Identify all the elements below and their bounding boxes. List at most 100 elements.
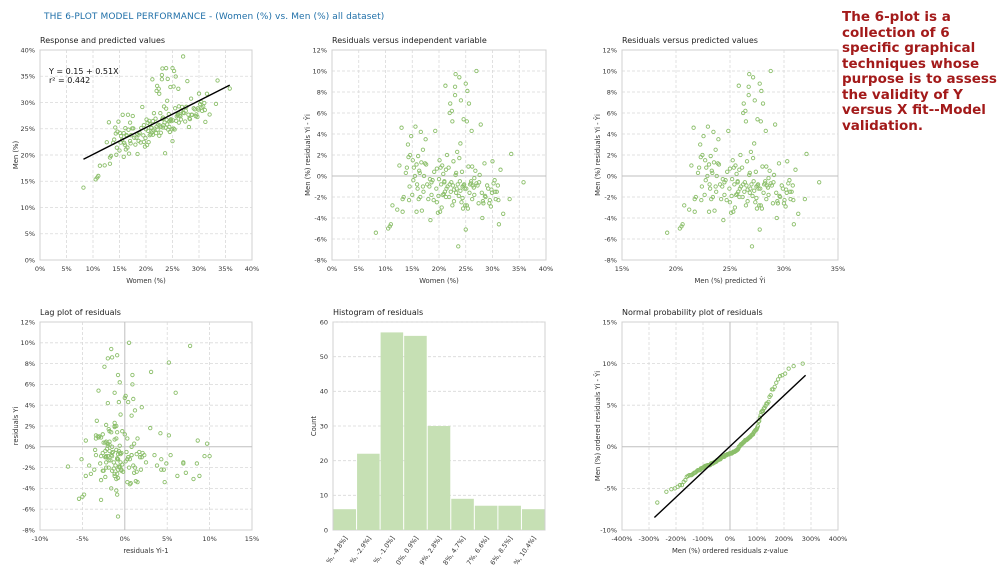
data-point	[468, 179, 474, 184]
data-point	[733, 192, 739, 198]
data-point	[727, 186, 732, 191]
data-point	[419, 208, 425, 213]
data-point	[120, 429, 125, 434]
x-tick-label: -100%	[693, 535, 714, 543]
data-point	[480, 215, 485, 221]
data-point	[187, 343, 193, 349]
data-point	[774, 380, 779, 385]
data-point	[202, 100, 207, 106]
y-tick-label: 15%	[603, 318, 617, 326]
data-point	[742, 180, 747, 185]
data-point	[117, 443, 122, 448]
data-point	[199, 105, 204, 110]
data-point	[732, 205, 738, 210]
data-point	[418, 194, 423, 200]
data-point	[698, 142, 703, 147]
data-point	[453, 72, 458, 77]
data-point	[83, 438, 88, 443]
y-tick-label: -4%	[604, 214, 617, 222]
data-point	[433, 128, 438, 134]
data-point	[168, 117, 173, 123]
x-tick-label: 10%	[202, 535, 216, 543]
data-point	[160, 66, 165, 71]
data-point	[817, 180, 822, 185]
data-point	[94, 418, 99, 423]
data-point	[461, 183, 466, 188]
data-point	[145, 128, 151, 133]
data-point	[165, 98, 170, 103]
x-tick-label: 10%	[378, 265, 392, 273]
y-tick-label: 6%	[607, 109, 617, 117]
x-tick-label: 0%	[327, 265, 337, 273]
data-point	[714, 173, 719, 179]
data-point	[760, 164, 765, 169]
data-point	[458, 188, 463, 193]
bin-label: 0%, 0.9%]	[394, 535, 420, 565]
data-point	[115, 471, 120, 476]
data-point	[793, 167, 798, 172]
data-point	[415, 186, 420, 191]
data-point	[185, 78, 190, 84]
data-point	[388, 222, 393, 227]
data-point	[130, 372, 135, 378]
x-tick-label: 15%	[245, 535, 259, 543]
data-point	[787, 189, 793, 194]
data-point	[175, 473, 180, 479]
data-point	[411, 178, 416, 183]
data-point	[467, 190, 472, 195]
x-tick-label: 15%	[615, 265, 629, 273]
data-point	[126, 455, 131, 460]
data-point	[473, 168, 478, 173]
data-point	[756, 203, 762, 208]
data-point	[143, 135, 148, 141]
data-point	[397, 163, 402, 168]
data-point	[426, 196, 431, 202]
data-point	[440, 163, 445, 168]
data-point	[757, 227, 762, 232]
data-point	[404, 165, 410, 170]
data-point	[746, 93, 751, 98]
data-point	[130, 113, 135, 119]
data-point	[750, 193, 755, 199]
data-point	[175, 112, 180, 117]
data-point	[401, 194, 406, 200]
y-tick-label: -10%	[600, 526, 617, 534]
data-point	[373, 230, 379, 235]
data-point	[414, 182, 420, 187]
data-point	[736, 83, 741, 88]
data-point	[419, 160, 424, 165]
data-point	[158, 431, 163, 436]
data-point	[115, 514, 121, 519]
data-point	[437, 209, 443, 214]
data-point	[705, 124, 711, 129]
data-point	[137, 455, 143, 460]
data-point	[103, 455, 108, 460]
data-point	[469, 128, 474, 134]
x-tick-label: 15%	[112, 265, 126, 273]
data-point	[195, 106, 201, 111]
bin-label: 9%, 2.8%]	[418, 535, 444, 565]
data-point	[436, 193, 441, 199]
data-point	[202, 107, 207, 113]
data-point	[475, 183, 480, 188]
x-tick-label: 300%	[802, 535, 821, 543]
data-point	[173, 390, 178, 395]
x-tick-label: 35%	[218, 265, 232, 273]
data-point	[427, 184, 432, 189]
data-point	[414, 162, 419, 167]
data-point	[150, 132, 156, 137]
data-point	[111, 466, 116, 471]
data-point	[464, 203, 469, 208]
data-point	[110, 449, 116, 455]
data-point	[166, 433, 172, 438]
x-tick-label: 25%	[165, 265, 179, 273]
data-point	[774, 190, 779, 195]
data-point	[689, 163, 694, 168]
data-point	[171, 84, 176, 89]
data-point	[434, 200, 440, 205]
data-point	[743, 119, 749, 124]
chart-title: Normal probability plot of residuals	[622, 308, 763, 317]
data-point	[747, 170, 752, 176]
y-axis-label: Men (%) ordered residuals Yi - Ŷi	[593, 371, 602, 481]
data-point	[478, 122, 483, 127]
